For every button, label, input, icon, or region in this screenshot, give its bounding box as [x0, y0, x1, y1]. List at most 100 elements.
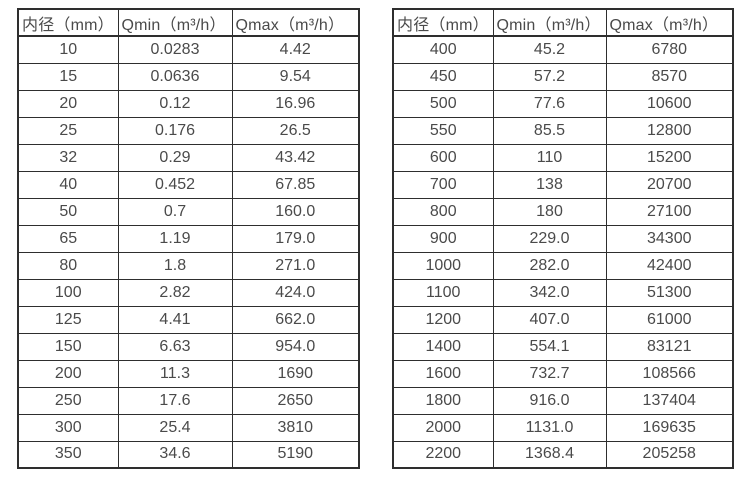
cell-inner-diameter: 500: [392, 89, 494, 118]
cell-qmax: 6780: [605, 35, 734, 64]
cell-qmin: 1131.0: [492, 413, 607, 442]
cell-qmax: 42400: [605, 251, 734, 280]
cell-qmax: 20700: [605, 170, 734, 199]
table-row: 600 110 15200: [392, 143, 734, 172]
cell-qmin: 77.6: [492, 89, 607, 118]
cell-qmin: 45.2: [492, 35, 607, 64]
table-row: 1800 916.0 137404: [392, 386, 734, 415]
cell-qmax: 954.0: [231, 332, 360, 361]
cell-qmin: 4.41: [117, 305, 233, 334]
table-row: 250 17.6 2650: [17, 386, 360, 415]
cell-inner-diameter: 700: [392, 170, 494, 199]
cell-qmin: 34.6: [117, 440, 233, 469]
cell-qmax: 8570: [605, 62, 734, 91]
column-header-inner-diameter: 内径（mm）: [392, 8, 494, 37]
table-row: 900 229.0 34300: [392, 224, 734, 253]
flow-rate-table-large-diameters: 内径（mm） Qmin（m³/h） Qmax（m³/h） 400 45.2 6780 450…: [392, 8, 734, 469]
cell-inner-diameter: 2200: [392, 440, 494, 469]
cell-qmin: 282.0: [492, 251, 607, 280]
table-row: 300 25.4 3810: [17, 413, 360, 442]
cell-qmax: 16.96: [231, 89, 360, 118]
cell-inner-diameter: 20: [17, 89, 119, 118]
cell-inner-diameter: 100: [17, 278, 119, 307]
cell-inner-diameter: 2000: [392, 413, 494, 442]
cell-inner-diameter: 800: [392, 197, 494, 226]
cell-qmax: 271.0: [231, 251, 360, 280]
table-row: 200 11.3 1690: [17, 359, 360, 388]
cell-qmax: 61000: [605, 305, 734, 334]
cell-inner-diameter: 80: [17, 251, 119, 280]
table-row: 1200 407.0 61000: [392, 305, 734, 334]
cell-qmin: 180: [492, 197, 607, 226]
table-row: 25 0.176 26.5: [17, 116, 360, 145]
table-row: 800 180 27100: [392, 197, 734, 226]
cell-inner-diameter: 32: [17, 143, 119, 172]
cell-qmax: 83121: [605, 332, 734, 361]
cell-inner-diameter: 1800: [392, 386, 494, 415]
cell-qmin: 0.7: [117, 197, 233, 226]
table-row: 100 2.82 424.0: [17, 278, 360, 307]
cell-qmax: 12800: [605, 116, 734, 145]
cell-qmin: 6.63: [117, 332, 233, 361]
cell-qmin: 25.4: [117, 413, 233, 442]
cell-inner-diameter: 1600: [392, 359, 494, 388]
cell-qmax: 108566: [605, 359, 734, 388]
flow-rate-table-small-diameters: 内径（mm） Qmin（m³/h） Qmax（m³/h） 10 0.0283 4.42 15…: [17, 8, 360, 469]
cell-inner-diameter: 15: [17, 62, 119, 91]
table-row: 1600 732.7 108566: [392, 359, 734, 388]
cell-qmin: 110: [492, 143, 607, 172]
table-row: 1000 282.0 42400: [392, 251, 734, 280]
cell-qmin: 0.452: [117, 170, 233, 199]
cell-qmin: 407.0: [492, 305, 607, 334]
cell-qmax: 160.0: [231, 197, 360, 226]
cell-qmin: 0.0636: [117, 62, 233, 91]
header-row: 内径（mm） Qmin（m³/h） Qmax（m³/h）: [17, 8, 360, 37]
cell-inner-diameter: 1400: [392, 332, 494, 361]
cell-qmax: 4.42: [231, 35, 360, 64]
cell-inner-diameter: 50: [17, 197, 119, 226]
cell-qmax: 205258: [605, 440, 734, 469]
column-header-qmax: Qmax（m³/h）: [605, 8, 734, 37]
cell-qmax: 424.0: [231, 278, 360, 307]
table-row: 2000 1131.0 169635: [392, 413, 734, 442]
column-header-qmin: Qmin（m³/h）: [492, 8, 607, 37]
cell-inner-diameter: 65: [17, 224, 119, 253]
cell-inner-diameter: 200: [17, 359, 119, 388]
cell-qmax: 137404: [605, 386, 734, 415]
cell-qmin: 1.19: [117, 224, 233, 253]
table-row: 2200 1368.4 205258: [392, 440, 734, 469]
cell-qmin: 57.2: [492, 62, 607, 91]
table-row: 1400 554.1 83121: [392, 332, 734, 361]
cell-qmax: 43.42: [231, 143, 360, 172]
column-header-inner-diameter: 内径（mm）: [17, 8, 119, 37]
cell-qmin: 138: [492, 170, 607, 199]
cell-inner-diameter: 125: [17, 305, 119, 334]
table-row: 65 1.19 179.0: [17, 224, 360, 253]
cell-qmax: 2650: [231, 386, 360, 415]
cell-qmin: 229.0: [492, 224, 607, 253]
table-row: 20 0.12 16.96: [17, 89, 360, 118]
cell-inner-diameter: 25: [17, 116, 119, 145]
cell-qmax: 15200: [605, 143, 734, 172]
cell-qmin: 554.1: [492, 332, 607, 361]
table-row: 400 45.2 6780: [392, 35, 734, 64]
cell-inner-diameter: 1100: [392, 278, 494, 307]
cell-qmin: 0.12: [117, 89, 233, 118]
cell-qmin: 342.0: [492, 278, 607, 307]
cell-inner-diameter: 600: [392, 143, 494, 172]
cell-qmin: 85.5: [492, 116, 607, 145]
table-row: 50 0.7 160.0: [17, 197, 360, 226]
cell-qmin: 0.0283: [117, 35, 233, 64]
cell-qmax: 1690: [231, 359, 360, 388]
table-row: 1100 342.0 51300: [392, 278, 734, 307]
cell-inner-diameter: 900: [392, 224, 494, 253]
table-row: 500 77.6 10600: [392, 89, 734, 118]
cell-qmax: 5190: [231, 440, 360, 469]
cell-qmin: 1.8: [117, 251, 233, 280]
cell-qmax: 3810: [231, 413, 360, 442]
table-row: 150 6.63 954.0: [17, 332, 360, 361]
cell-inner-diameter: 40: [17, 170, 119, 199]
cell-qmax: 169635: [605, 413, 734, 442]
cell-qmax: 27100: [605, 197, 734, 226]
